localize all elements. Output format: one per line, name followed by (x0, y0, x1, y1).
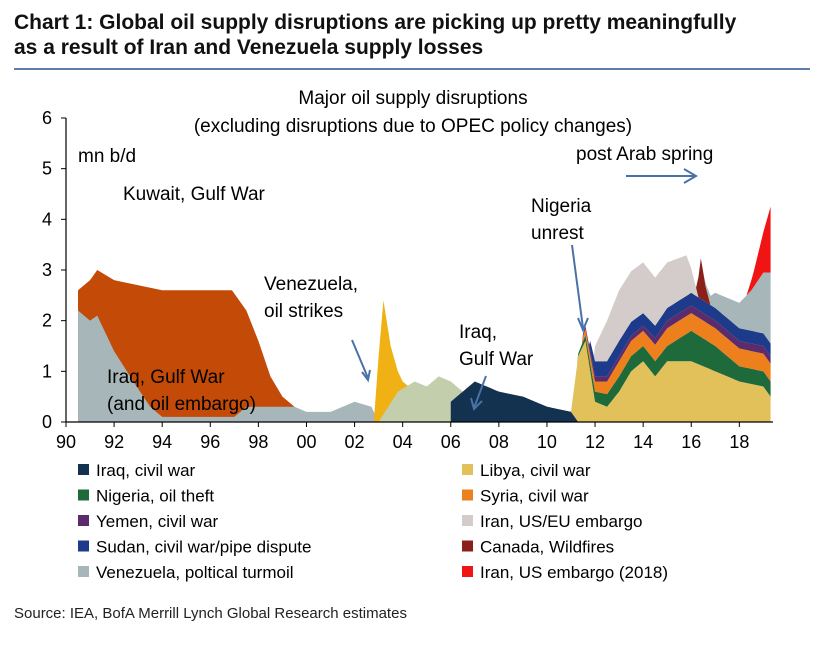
annotation-iraq-gulf-war: Iraq, Gulf War (107, 367, 225, 388)
arrow-venezuela-head (361, 369, 371, 383)
stacked-series-areas (450, 206, 771, 422)
legend-swatch (462, 464, 473, 475)
series-area-2 (450, 330, 771, 412)
legend-swatch (78, 489, 89, 501)
annotation-venezuela: Venezuela, (264, 274, 358, 295)
annotations: Major oil supply disruptions (excluding … (78, 88, 713, 415)
annotation-iraq: Iraq, (459, 322, 497, 343)
legend-label: Yemen, civil war (96, 512, 219, 531)
title-line-2: as a result of Iran and Venezuela supply… (14, 36, 484, 59)
x-tick-label: 02 (345, 432, 365, 452)
legend-swatch (462, 489, 473, 501)
arrow-nigeria (571, 244, 584, 329)
chart-title-block: Chart 1: Global oil supply disruptions a… (14, 10, 814, 60)
annotation-kuwait: Kuwait, Gulf War (123, 184, 266, 205)
arrow-nigeria-head (577, 317, 589, 333)
chart-inner-subtitle: (excluding disruptions due to OPEC polic… (194, 116, 632, 137)
annotation-unrest: unrest (531, 223, 585, 244)
historical-area-2 (373, 300, 451, 422)
historical-area-1 (78, 310, 379, 422)
legend-label: Canada, Wildfires (480, 538, 614, 557)
legend-label: Sudan, civil war/pipe dispute (96, 538, 311, 557)
series-area-0 (450, 381, 771, 422)
annotation-nigeria: Nigeria (531, 196, 592, 217)
annotation-arrows (351, 168, 698, 411)
annotation-post-arab-spring: post Arab spring (576, 144, 713, 165)
y-tick-label: 2 (42, 311, 52, 331)
legend-swatch (78, 566, 89, 577)
legend-label: Nigeria, oil theft (96, 487, 214, 506)
y-tick-label: 5 (42, 159, 52, 179)
legend-label: Iraq, civil war (96, 461, 196, 480)
x-tick-label: 08 (489, 432, 509, 452)
legend-swatch (78, 464, 89, 475)
legend-label: Venezuela, poltical turmoil (96, 563, 294, 582)
y-tick-label: 1 (42, 361, 52, 381)
x-tick-label: 92 (104, 432, 124, 452)
x-tick-label: 18 (729, 432, 749, 452)
legend-label: Iran, US embargo (2018) (480, 563, 668, 582)
x-tick-label: 96 (200, 432, 220, 452)
series-area-6 (450, 255, 771, 412)
y-tick-label: 3 (42, 260, 52, 280)
legend-swatch (78, 515, 89, 526)
legend: Iraq, civil war Nigeria, oil theft Yemen, … (78, 461, 668, 582)
y-tick-label: 0 (42, 412, 52, 432)
x-tick-label: 10 (537, 432, 557, 452)
x-tick-label: 16 (681, 432, 701, 452)
arrow-venezuela (351, 339, 369, 379)
x-tick-label: 04 (393, 432, 413, 452)
y-tick-label: 6 (42, 108, 52, 128)
series-area-1 (450, 340, 771, 422)
arrow-post-arab-spring-head (683, 168, 698, 184)
x-tick-label: 14 (633, 432, 653, 452)
legend-swatch (462, 566, 473, 577)
x-tick-label: 98 (248, 432, 268, 452)
annotation-oil-embargo: (and oil embargo) (107, 394, 256, 415)
arrow-iraq-head (470, 397, 483, 411)
legend-swatch (462, 540, 473, 552)
x-tick-label: 12 (585, 432, 605, 452)
legend-label: Syria, civil war (480, 487, 589, 506)
annotation-oil-strikes: oil strikes (264, 301, 343, 322)
title-divider (14, 68, 810, 70)
legend-label: Iran, US/EU embargo (480, 512, 643, 531)
arrow-iraq (473, 375, 487, 409)
legend-swatch (78, 540, 89, 552)
title-line-1: Chart 1: Global oil supply disruptions a… (14, 11, 737, 34)
legend-swatch (462, 515, 473, 526)
source-note: Source: IEA, BofA Merrill Lynch Global R… (14, 605, 407, 622)
x-tick-label: 90 (56, 432, 76, 452)
x-tick-label: 00 (296, 432, 316, 452)
y-tick-label: 4 (42, 209, 52, 229)
y-axis-unit-label: mn b/d (78, 146, 136, 167)
chart-inner-title: Major oil supply disruptions (298, 88, 527, 109)
legend-label: Libya, civil war (480, 461, 591, 480)
x-tick-label: 06 (441, 432, 461, 452)
annotation-gulf-war: Gulf War (459, 349, 534, 370)
x-tick-label: 94 (152, 432, 172, 452)
